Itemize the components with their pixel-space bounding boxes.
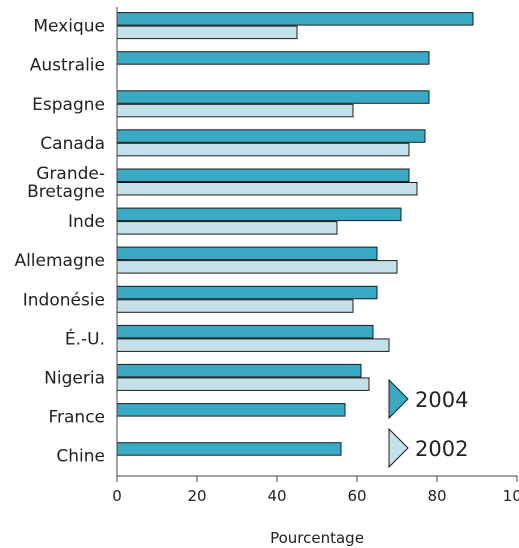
category-label: Nigeria	[44, 368, 105, 388]
legend-label-2004: 2004	[415, 388, 468, 412]
bar-2002	[116, 25, 298, 40]
bar-2004	[116, 129, 426, 143]
category-label: Inde	[68, 212, 105, 232]
category-label: Grande-Bretagne	[27, 164, 105, 202]
category-label: Indonésie	[23, 290, 105, 310]
bar-2004	[116, 442, 342, 456]
bar-2004	[116, 285, 378, 300]
bar-2004	[116, 207, 402, 222]
bar-2002	[116, 103, 354, 118]
bar-2002	[116, 338, 390, 352]
bar-2002	[116, 142, 410, 157]
x-axis: 0 20 40 60 80 100	[112, 7, 519, 505]
x-axis-title: Pourcentage	[270, 529, 364, 547]
bar-2002	[116, 299, 354, 313]
category-label: Espagne	[32, 95, 105, 115]
x-tick-label: 0	[112, 487, 122, 505]
category-label: É.-U.	[65, 327, 105, 349]
legend-marker-2004	[388, 378, 409, 420]
bar-2004	[116, 12, 474, 26]
category-label: Allemagne	[14, 251, 105, 271]
bar-2004	[116, 246, 378, 261]
bar-2004	[116, 403, 346, 417]
legend: 2004 2002	[388, 378, 468, 469]
bar-2004	[116, 168, 410, 182]
category-label: Australie	[30, 56, 105, 76]
category-label: Chine	[56, 447, 105, 467]
bar-2004	[116, 363, 362, 378]
bar-2002	[116, 260, 398, 274]
bar-2002	[116, 377, 370, 391]
bar-2004	[116, 51, 430, 65]
bar-2002	[116, 221, 338, 235]
bar-2004	[116, 90, 430, 104]
x-tick-label: 40	[267, 487, 286, 505]
x-tick-label: 100	[503, 487, 519, 505]
x-tick-label: 80	[427, 487, 446, 505]
category-label: France	[48, 408, 105, 428]
x-tick-label: 20	[187, 487, 206, 505]
x-tick-label: 60	[347, 487, 366, 505]
bar-2004	[116, 324, 374, 339]
category-label: Canada	[40, 134, 105, 154]
bar-2002	[116, 182, 418, 196]
category-labels: Mexique Australie Espagne Canada Grande-Bret…	[14, 17, 105, 467]
category-label: Mexique	[33, 17, 105, 37]
legend-label-2002: 2002	[415, 437, 468, 461]
legend-marker-2002	[388, 427, 409, 469]
